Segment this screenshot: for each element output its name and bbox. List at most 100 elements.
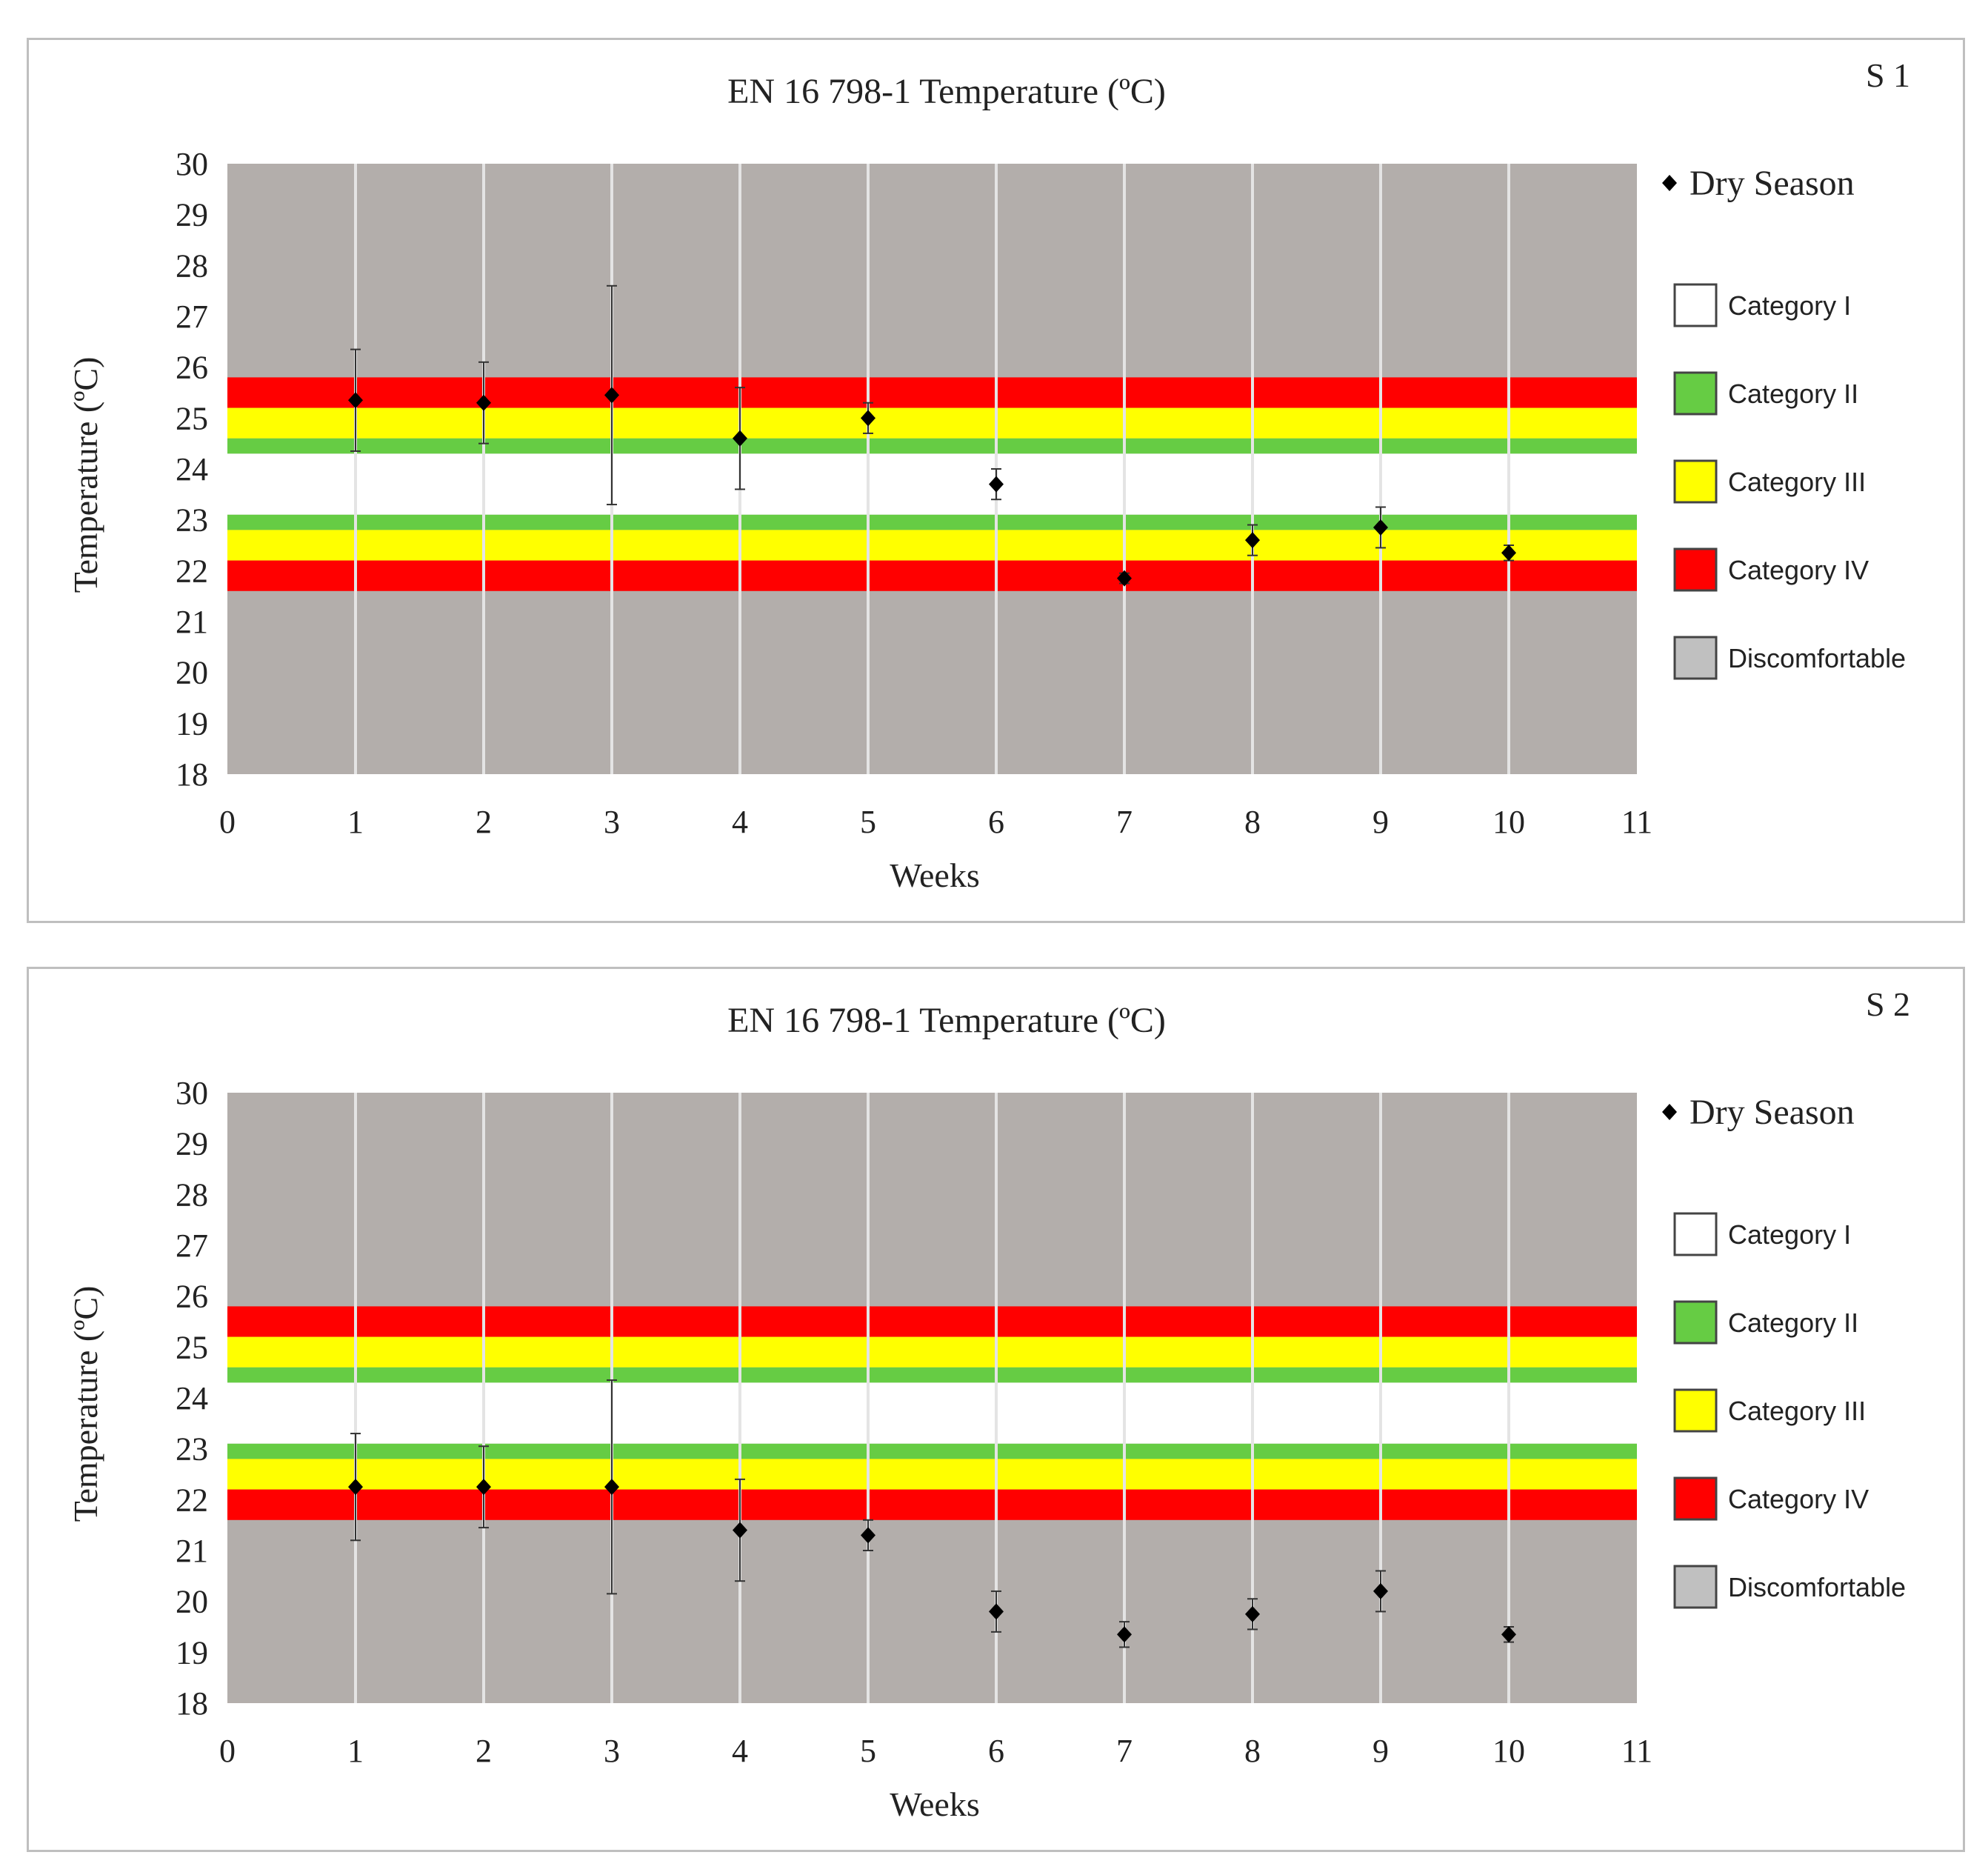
data-point — [348, 392, 363, 409]
y-tick-label: 23 — [176, 1431, 208, 1468]
y-tick-label: 30 — [176, 1075, 208, 1111]
chart-s1: S 1 EN 16 798-1 Temperature (ºC) 1819202… — [67, 56, 1910, 894]
y-tick-label: 19 — [176, 1634, 208, 1671]
band-category-iii — [227, 530, 1637, 561]
swatch-category-ii — [1673, 1300, 1718, 1345]
legend-series-item: Dry Season — [1662, 1093, 1855, 1132]
y-tick-label: 22 — [176, 553, 208, 589]
x-tick-label: 4 — [732, 1733, 748, 1769]
chart-panel-s2: S 2 EN 16 798-1 Temperature (ºC) 1 8 19 2 0 2… — [27, 967, 1965, 1852]
band-category-iv — [227, 1489, 1637, 1520]
legend-item-category-iv: Category IV — [1673, 547, 1869, 592]
x-tick-label: 6 — [988, 1733, 1004, 1769]
swatch-category-iv — [1673, 547, 1718, 592]
data-point — [1245, 1605, 1260, 1622]
x-tick-label: 7 — [1116, 804, 1133, 840]
swatch-discomfortable — [1673, 1565, 1718, 1609]
legend-series-label: Dry Season — [1690, 1093, 1855, 1132]
x-tick-label: 4 — [732, 804, 748, 840]
y-tick-label: 26 — [176, 1279, 208, 1315]
swatch-category-iii — [1673, 1388, 1718, 1433]
legend-categories: Category I Category II Category III Cate… — [1673, 283, 1906, 680]
y-tick-label: 27 — [176, 1228, 208, 1264]
swatch-category-i — [1673, 283, 1718, 327]
y-tick-label: 24 — [176, 1380, 208, 1416]
legend-label: Category I — [1728, 1219, 1851, 1250]
band-category-iii — [227, 407, 1637, 439]
legend-item-discomfortable: Discomfortable — [1673, 1565, 1906, 1609]
legend-item-category-iii: Category III — [1673, 459, 1866, 504]
x-axis-label: Weeks — [890, 856, 979, 894]
x-tick-label: 10 — [1492, 1733, 1525, 1769]
legend-label: Category II — [1728, 1308, 1858, 1338]
x-tick-label: 2 — [476, 1733, 492, 1769]
legend-item-discomfortable: Discomfortable — [1673, 636, 1906, 680]
data-point — [989, 1603, 1004, 1620]
swatch-category-i — [1673, 1212, 1718, 1256]
chart-s2: S 2 EN 16 798-1 Temperature (ºC) 1 8 19 2 0 2… — [67, 985, 1910, 1823]
legend-item-category-iii: Category III — [1673, 1388, 1866, 1433]
x-tick-label: 0 — [219, 1733, 236, 1769]
x-tick-label: 0 — [219, 804, 236, 840]
data-point — [348, 1479, 363, 1496]
x-tick-label: 10 — [1492, 804, 1525, 840]
data-point — [476, 1479, 491, 1496]
data-point — [604, 1479, 619, 1496]
x-tick-label: 9 — [1372, 804, 1389, 840]
x-tick-label: 8 — [1244, 1733, 1261, 1769]
legend: Dry Season Category I Category II Catego… — [1662, 1093, 1906, 1609]
x-axis-label: Weeks — [890, 1785, 979, 1823]
x-tick-label: 1 — [347, 1733, 364, 1769]
y-tick-label: 27 — [176, 299, 208, 335]
chart-title: EN 16 798-1 Temperature (ºC) — [727, 72, 1166, 111]
diamond-marker-icon — [1662, 1104, 1677, 1120]
swatch-category-ii — [1673, 371, 1718, 416]
x-tick-label: 9 — [1372, 1733, 1389, 1769]
y-tick-label: 29 — [176, 197, 208, 233]
legend-label: Category IV — [1728, 1484, 1869, 1514]
legend-label: Category II — [1728, 379, 1858, 409]
legend-series-label: Dry Season — [1690, 164, 1855, 203]
data-point — [1501, 544, 1516, 562]
panel-label: S 2 — [1866, 985, 1910, 1023]
x-tick-label: 3 — [604, 804, 620, 840]
y-tick-label: 19 — [176, 705, 208, 742]
legend-item-category-ii: Category II — [1673, 371, 1858, 416]
y-axis-label: Temperature (ºC) — [67, 357, 104, 593]
data-point — [861, 1527, 875, 1544]
y-axis-label: Temperature (ºC) — [67, 1286, 104, 1522]
data-point — [476, 394, 491, 411]
x-tick-label: 11 — [1621, 804, 1652, 840]
legend-label: Category III — [1728, 1396, 1866, 1426]
data-point — [1373, 1582, 1388, 1599]
x-tick-label: 8 — [1244, 804, 1261, 840]
x-tick-label: 11 — [1621, 1733, 1652, 1769]
band-category-iii — [227, 1336, 1637, 1368]
band-category-i — [227, 1382, 1637, 1444]
y-tick-label: 18 — [176, 756, 208, 793]
x-tick-label: 5 — [860, 804, 876, 840]
data-point — [1373, 519, 1388, 536]
y-tick-label: 23 — [176, 502, 208, 539]
y-tick-label: 21 — [176, 1533, 208, 1569]
swatch-category-iii — [1673, 459, 1718, 504]
band-category-iv — [227, 560, 1637, 591]
y-tick-label: 28 — [176, 247, 208, 284]
data-point — [1245, 532, 1260, 549]
x-tick-label: 2 — [476, 804, 492, 840]
y-tick-label: 20 — [176, 655, 208, 691]
swatch-discomfortable — [1673, 636, 1718, 680]
data-point — [604, 387, 619, 404]
legend-item-category-i: Category I — [1673, 283, 1851, 327]
legend-label: Discomfortable — [1728, 1572, 1906, 1602]
y-tick-label: 21 — [176, 604, 208, 640]
diamond-marker-icon — [1662, 175, 1677, 191]
y-tick-label: 25 — [176, 400, 208, 436]
legend-label: Category I — [1728, 290, 1851, 321]
x-tick-label: 3 — [604, 1733, 620, 1769]
chart-title: EN 16 798-1 Temperature (ºC) — [727, 1001, 1166, 1040]
legend-label: Discomfortable — [1728, 643, 1906, 673]
y-tick-label: 22 — [176, 1482, 208, 1518]
band-category-iii — [227, 1459, 1637, 1490]
y-tick-label: 24 — [176, 451, 208, 487]
